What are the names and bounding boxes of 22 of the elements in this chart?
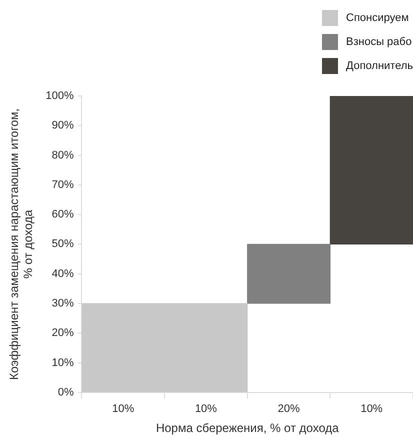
x-axis-title: Норма сбережения, % от дохода — [156, 421, 340, 436]
y-tick-label: 70% — [52, 178, 74, 191]
y-tick-label: 10% — [52, 356, 74, 369]
bar — [330, 96, 413, 245]
y-tick-label: 40% — [52, 268, 74, 280]
legend-label: Спонсируем — [346, 12, 409, 24]
x-tick-label: 10% — [360, 403, 383, 416]
bar — [247, 244, 331, 304]
x-tick-label: 10% — [194, 403, 218, 416]
legend-label: Дополнитель — [346, 60, 413, 72]
y-tick-label: 100% — [46, 90, 74, 102]
y-axis-title: Коэффициент замещения нарастающим итогом, % от дохода — [7, 108, 36, 380]
y-tick-label: 20% — [52, 327, 74, 340]
legend-label: Взносы рабо — [346, 36, 412, 48]
x-tick-label: 10% — [112, 403, 134, 416]
x-tick-label: 20% — [278, 403, 300, 416]
y-tick-label: 0% — [58, 386, 74, 398]
y-tick-label: 50% — [52, 238, 74, 250]
y-tick-label: 90% — [52, 120, 74, 132]
y-tick-label: 30% — [52, 298, 74, 310]
y-tick-label: 60% — [52, 208, 74, 221]
y-tick-label: 80% — [52, 149, 74, 162]
